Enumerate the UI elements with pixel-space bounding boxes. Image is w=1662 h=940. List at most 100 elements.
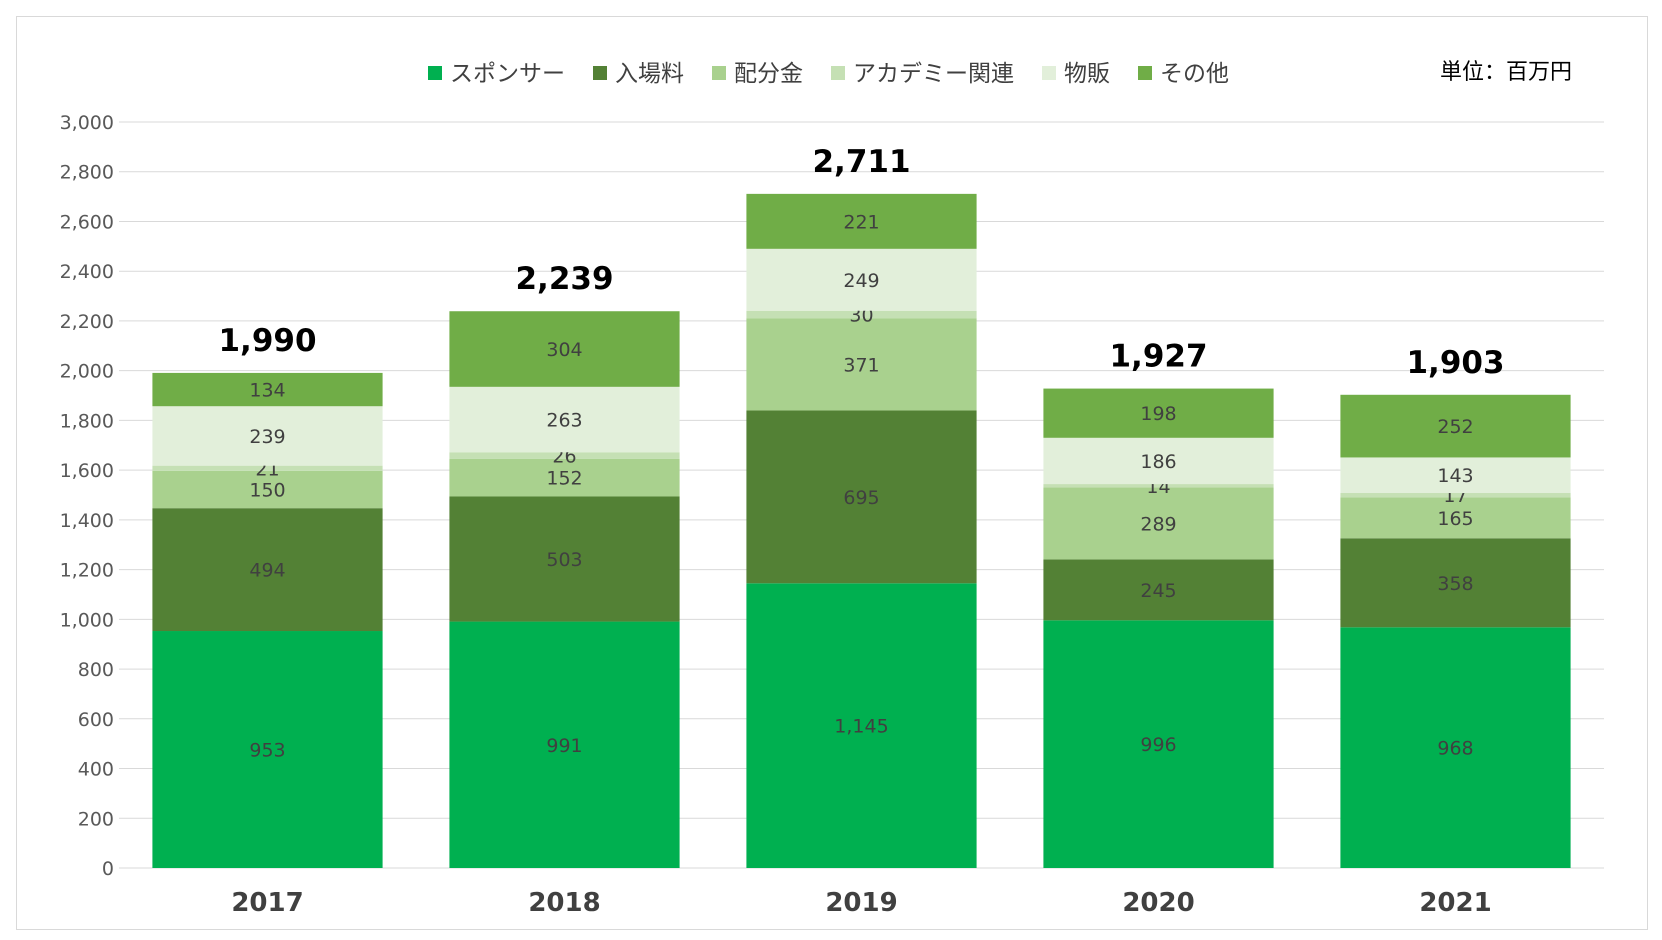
bar-segment [1043, 487, 1274, 560]
unit-label: 単位：百万円 [1440, 60, 1572, 85]
bar-segment [1340, 457, 1571, 494]
segment-value-label: 968 [1437, 738, 1473, 760]
bar-segment [1043, 437, 1274, 485]
bar-segment [746, 310, 977, 319]
legend-label: 配分金 [734, 61, 803, 87]
legend-item: 物販 [1042, 61, 1110, 87]
y-tick-label: 200 [78, 808, 114, 830]
bar-segment [449, 386, 680, 453]
total-label: 1,990 [218, 323, 316, 359]
x-tick-label: 2017 [231, 888, 303, 918]
x-tick-label: 2018 [528, 888, 600, 918]
bar-segment [152, 470, 383, 509]
segment-value-label: 953 [249, 740, 285, 762]
y-tick-label: 1,600 [60, 460, 114, 482]
bar-segment [449, 311, 680, 387]
segment-value-label: 1,145 [834, 716, 888, 738]
segment-value-label: 289 [1140, 513, 1176, 535]
legend-swatch [428, 66, 442, 80]
x-axis-ticks: 2017 2018 2019 2020 2021 [231, 888, 1491, 918]
bar-segment [746, 410, 977, 584]
y-tick-label: 2,000 [60, 361, 114, 383]
bar-segment [152, 465, 383, 471]
total-label: 1,927 [1109, 339, 1207, 375]
y-tick-label: 600 [78, 709, 114, 731]
y-tick-label: 1,400 [60, 510, 114, 532]
bar-segment [152, 508, 383, 632]
legend: スポンサー 入場料 配分金 アカデミー関連 物販 その他 [428, 61, 1229, 87]
bar-segment [746, 318, 977, 411]
segment-value-label: 134 [249, 380, 285, 402]
total-label: 2,711 [812, 144, 910, 180]
bar-segment [746, 193, 977, 249]
bar-segment [449, 452, 680, 459]
y-tick-label: 1,800 [60, 410, 114, 432]
segment-value-label: 503 [546, 549, 582, 571]
segment-value-label: 152 [546, 468, 582, 490]
segment-value-label: 695 [843, 487, 879, 509]
legend-item: その他 [1138, 61, 1229, 87]
bar-segment [1340, 497, 1571, 539]
y-tick-label: 800 [78, 659, 114, 681]
legend-label: スポンサー [450, 61, 565, 87]
legend-swatch [1042, 66, 1056, 80]
segment-value-label: 263 [546, 410, 582, 432]
y-tick-label: 1,000 [60, 609, 114, 631]
legend-item: 入場料 [593, 61, 684, 87]
y-tick-label: 2,200 [60, 311, 114, 333]
bar-segment [1043, 484, 1274, 488]
legend-item: アカデミー関連 [831, 61, 1014, 87]
segment-value-label: 143 [1437, 465, 1473, 487]
legend-label: アカデミー関連 [853, 61, 1014, 87]
total-label: 1,903 [1406, 345, 1504, 381]
x-tick-label: 2021 [1419, 888, 1491, 918]
bar-segment [449, 621, 680, 868]
segment-value-label: 252 [1437, 416, 1473, 438]
chart-frame [16, 16, 1648, 930]
bar-segment [1340, 394, 1571, 458]
y-tick-label: 2,400 [60, 261, 114, 283]
bar-segment [1043, 559, 1274, 621]
y-tick-label: 1,200 [60, 560, 114, 582]
legend-label: 物販 [1064, 61, 1110, 87]
y-tick-label: 2,600 [60, 211, 114, 233]
bar-segment [152, 372, 383, 407]
legend-swatch [593, 66, 607, 80]
total-label: 2,239 [515, 261, 613, 297]
segment-value-label: 991 [546, 735, 582, 757]
bar-segment [449, 496, 680, 622]
legend-label: その他 [1160, 61, 1229, 87]
segment-value-label: 494 [249, 560, 285, 582]
bar-segment [1340, 493, 1571, 498]
y-tick-label: 400 [78, 759, 114, 781]
y-tick-label: 0 [102, 858, 114, 880]
y-axis-ticks: 0 200 400 600 800 1,000 1,200 1,400 1,600 1,800 2,… [60, 112, 114, 880]
bar-segment [449, 458, 680, 497]
legend-swatch [831, 66, 845, 80]
legend-item: スポンサー [428, 61, 565, 87]
legend-swatch [1138, 66, 1152, 80]
x-tick-label: 2019 [825, 888, 897, 918]
bar-segment [1043, 620, 1274, 868]
y-tick-label: 3,000 [60, 112, 114, 134]
segment-value-label: 371 [843, 354, 879, 376]
segment-value-label: 996 [1140, 734, 1176, 756]
y-tick-label: 2,800 [60, 162, 114, 184]
segment-value-label: 165 [1437, 508, 1473, 530]
segment-value-label: 150 [249, 480, 285, 502]
segment-value-label: 239 [249, 426, 285, 448]
segment-value-label: 304 [546, 339, 582, 361]
legend-swatch [712, 66, 726, 80]
segment-value-label: 249 [843, 270, 879, 292]
bar-segment [746, 583, 977, 868]
segment-value-label: 186 [1140, 451, 1176, 473]
bar-segment [152, 631, 383, 868]
bar-segment [1340, 538, 1571, 628]
x-tick-label: 2020 [1122, 888, 1194, 918]
bar-segment [1043, 388, 1274, 438]
segment-value-label: 221 [843, 211, 879, 233]
segment-value-label: 198 [1140, 403, 1176, 425]
bars: 953494150212391341,990991503152262633042… [152, 144, 1571, 868]
bar-segment [152, 406, 383, 466]
